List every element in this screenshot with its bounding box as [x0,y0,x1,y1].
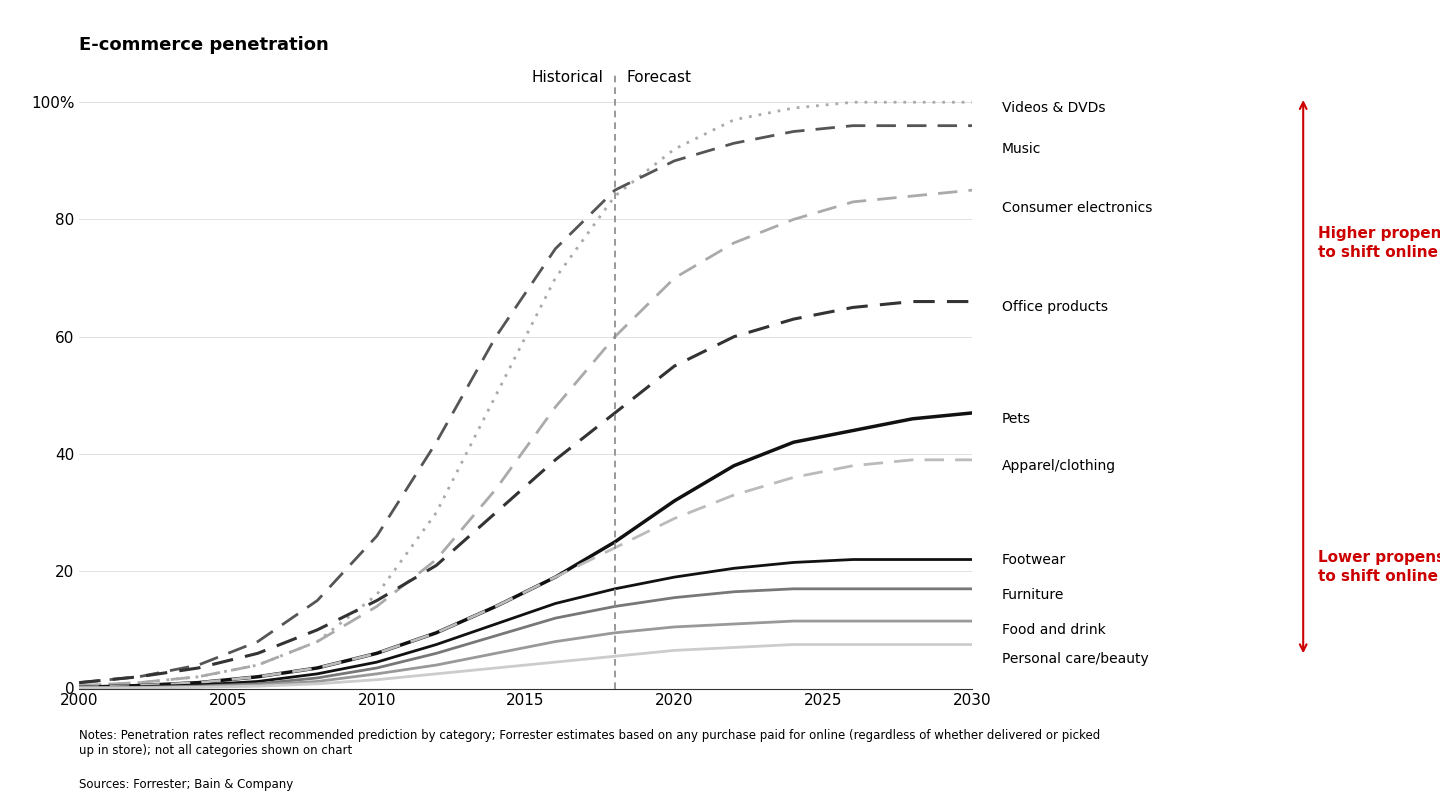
Text: Videos & DVDs: Videos & DVDs [1002,101,1106,115]
Text: Notes: Penetration rates reflect recommended prediction by category; Forrester e: Notes: Penetration rates reflect recomme… [79,729,1100,757]
Text: Higher propensity
to shift online: Higher propensity to shift online [1318,226,1440,260]
Text: Music: Music [1002,142,1041,156]
Text: Office products: Office products [1002,301,1107,314]
Text: Personal care/beauty: Personal care/beauty [1002,652,1149,666]
Text: Pets: Pets [1002,411,1031,426]
Text: Furniture: Furniture [1002,588,1064,602]
Text: Apparel/clothing: Apparel/clothing [1002,458,1116,473]
Text: Consumer electronics: Consumer electronics [1002,201,1152,215]
Text: Food and drink: Food and drink [1002,623,1106,637]
Text: Sources: Forrester; Bain & Company: Sources: Forrester; Bain & Company [79,778,294,791]
Text: E-commerce penetration: E-commerce penetration [79,36,328,54]
Text: Lower propensity
to shift online: Lower propensity to shift online [1318,550,1440,584]
Text: Forecast: Forecast [626,70,691,84]
Text: Historical: Historical [531,70,603,84]
Text: Footwear: Footwear [1002,552,1066,566]
